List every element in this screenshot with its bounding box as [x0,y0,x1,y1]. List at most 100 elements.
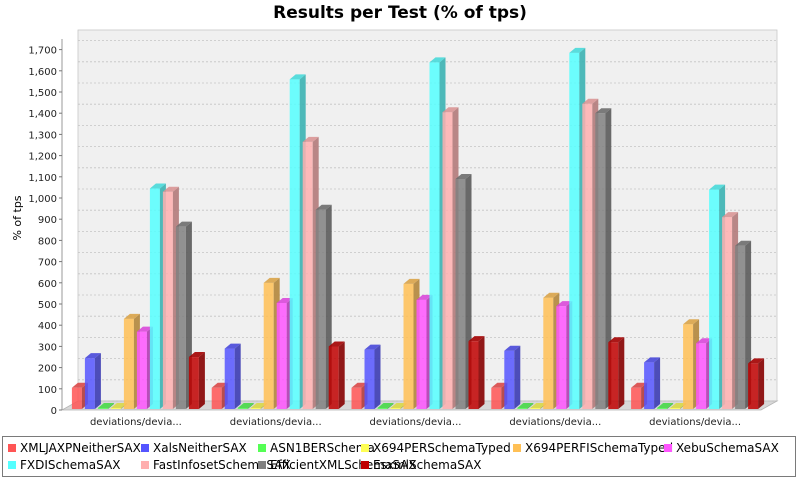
bar-FXDISchemaSAX-front [149,188,160,409]
y-tick-label: 300 [38,342,57,353]
legend-item: FastInfosetSchemaSAX [141,457,291,473]
y-tick-label: 1,600 [28,67,57,78]
bar-EfficientXMLSchemaSAX-front [455,178,466,409]
bar-XMLJAXPNeitherSAX-top [71,382,88,388]
y-tick-label: 400 [38,321,57,332]
legend-swatch [141,444,149,452]
bar-X694PERFISchemaTyped-front [263,282,274,409]
bar-FXDISchemaSAX-front [569,52,580,410]
bar-ASN1BERSchema-side [107,402,114,409]
bar-XalsNeitherSAX-front [644,362,655,409]
bar-FastInfosetSchemaSAX-front [162,191,173,409]
legend-label: EsxmlSchemaSAX [373,458,482,472]
bar-XebuSchemaSAX-front [556,306,567,409]
bar-EfficientXMLSchemaSAX-top [455,173,472,179]
bar-XebuSchemaSAX-front [416,299,427,409]
bar-XalsNeitherSAX-top [364,344,381,350]
bar-XalsNeitherSAX-top [504,345,521,351]
bar-XMLJAXPNeitherSAX-top [631,382,648,388]
bar-ASN1BERSchema-top [377,402,394,408]
y-tick-label: 1,000 [28,194,57,205]
bar-X694PERSchemaTyped-front [530,407,541,409]
bar-ASN1BERSchema-top [237,402,254,408]
bar-FXDISchemaSAX-top [569,47,586,53]
bar-XalsNeitherSAX-side [374,344,381,409]
legend-label: X694PERFISchemaTyped [525,441,674,455]
bar-FastInfosetSchemaSAX-top [722,212,739,218]
legend-swatch [258,444,266,452]
bar-EfficientXMLSchemaSAX-top [595,108,612,114]
bar-XalsNeitherSAX-side [514,345,521,409]
legend-swatch [258,461,266,469]
y-tick-label: 100 [38,385,57,396]
bar-XalsNeitherSAX-front [364,349,375,409]
legend-label: XalsNeitherSAX [153,441,247,455]
legend-label: FXDISchemaSAX [20,458,121,472]
legend-item: ASN1BERSchema [258,440,375,456]
y-tick-label: 1,400 [28,109,57,120]
y-tick-label: 1,200 [28,152,57,163]
legend-item: FXDISchemaSAX [8,457,120,473]
bar-XebuSchemaSAX-top [696,338,713,344]
bar-FastInfosetSchemaSAX-front [442,112,453,409]
legend-label: XebuSchemaSAX [676,441,779,455]
bar-X694PERSchemaTyped-front [250,407,261,409]
y-tick-label: 0 [51,406,57,417]
bar-XalsNeitherSAX-front [504,350,515,409]
bar-EfficientXMLSchemaSAX-top [735,240,752,246]
bar-ASN1BERSchema-top [657,402,674,408]
legend-swatch [513,444,521,452]
x-category-label: deviations/devia... [90,417,182,428]
legend-swatch [361,461,369,469]
legend-item: X694PERSchemaTyped [361,440,511,456]
bar-ASN1BERSchema-side [527,402,534,409]
bar-EsxmlSchemaSAX-front [188,357,199,409]
bar-FXDISchemaSAX-front [709,189,720,409]
bar-X694PERFISchemaTyped-top [403,278,420,284]
bar-FXDISchemaSAX-front [289,79,300,409]
bar-EsxmlSchemaSAX-front [328,346,339,409]
bar-XMLJAXPNeitherSAX-front [351,387,362,409]
bar-ASN1BERSchema-side [247,402,254,409]
bar-XebuSchemaSAX-front [696,343,707,409]
bar-FXDISchemaSAX-front [429,62,440,409]
x-category-label: deviations/devia... [509,417,601,428]
bar-EfficientXMLSchemaSAX-front [595,113,606,409]
bar-FastInfosetSchemaSAX-top [302,136,319,142]
bar-EsxmlSchemaSAX-front [748,363,759,409]
legend-item: EfficientXMLSchemaSAX [258,457,417,473]
y-tick-label: 1,700 [28,46,57,57]
y-tick-label: 1,100 [28,173,57,184]
bar-ASN1BERSchema-front [517,407,528,409]
bar-X694PERSchemaTyped-top [670,402,687,408]
legend-item: X694PERFISchemaTyped [513,440,673,456]
bar-FastInfosetSchemaSAX-top [442,107,459,113]
bar-ASN1BERSchema-front [657,407,668,409]
bar-XebuSchemaSAX-front [276,303,287,409]
bar-EfficientXMLSchemaSAX-front [315,209,326,409]
bar-ASN1BERSchema-side [667,402,674,409]
bar-X694PERFISchemaTyped-top [683,319,700,325]
bar-FastInfosetSchemaSAX-front [302,141,313,409]
bar-EfficientXMLSchemaSAX-top [175,221,192,227]
legend-label: XMLJAXPNeitherSAX [20,441,141,455]
bar-FastInfosetSchemaSAX-front [582,103,593,409]
legend-label: FastInfosetSchemaSAX [153,458,291,472]
bar-XalsNeitherSAX-front [224,348,235,409]
legend-item: EsxmlSchemaSAX [361,457,481,473]
bar-EsxmlSchemaSAX-side [478,336,485,409]
bar-XMLJAXPNeitherSAX-front [211,387,222,409]
legend-item: XalsNeitherSAX [141,440,247,456]
bar-FastInfosetSchemaSAX-front [722,217,733,409]
bar-EsxmlSchemaSAX-side [618,337,625,409]
bar-X694PERFISchemaTyped-top [543,292,560,298]
y-tick-label: 600 [38,279,57,290]
bar-EsxmlSchemaSAX-top [328,341,345,347]
bar-XalsNeitherSAX-top [644,357,661,363]
bar-X694PERFISchemaTyped-front [123,318,134,409]
bar-XebuSchemaSAX-top [136,326,153,332]
y-tick-label: 1,300 [28,130,57,141]
bar-X694PERFISchemaTyped-top [263,277,280,283]
bar-EsxmlSchemaSAX-top [748,358,765,364]
bar-EsxmlSchemaSAX-top [188,352,205,358]
